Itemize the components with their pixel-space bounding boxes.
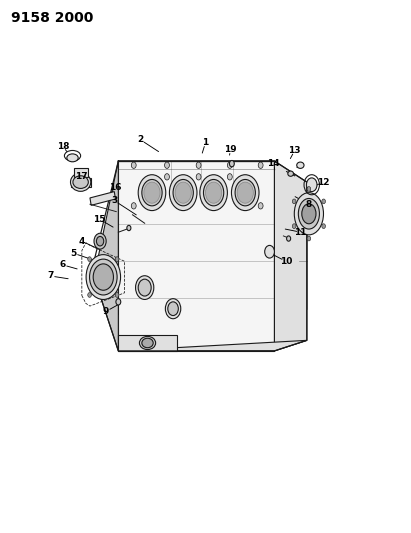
Text: 2: 2	[138, 135, 144, 144]
Ellipse shape	[67, 154, 78, 162]
Polygon shape	[74, 168, 88, 177]
Ellipse shape	[71, 173, 91, 191]
Ellipse shape	[298, 198, 319, 229]
Ellipse shape	[307, 236, 311, 241]
Ellipse shape	[93, 264, 113, 290]
Ellipse shape	[206, 182, 222, 203]
Polygon shape	[71, 178, 91, 188]
Ellipse shape	[297, 162, 304, 168]
Text: 19: 19	[224, 145, 237, 154]
Text: 17: 17	[76, 172, 88, 181]
Text: 5: 5	[71, 249, 77, 258]
Ellipse shape	[115, 293, 119, 297]
Ellipse shape	[292, 199, 296, 204]
Ellipse shape	[88, 293, 91, 297]
Ellipse shape	[165, 298, 181, 319]
Text: 13: 13	[289, 146, 301, 155]
Ellipse shape	[175, 182, 191, 203]
Polygon shape	[275, 161, 307, 351]
Ellipse shape	[127, 225, 131, 231]
Ellipse shape	[227, 162, 232, 168]
Ellipse shape	[258, 203, 263, 209]
Ellipse shape	[115, 257, 119, 262]
Text: 8: 8	[306, 200, 312, 209]
Ellipse shape	[144, 182, 160, 203]
Ellipse shape	[136, 276, 154, 300]
Text: 9158 2000: 9158 2000	[11, 11, 93, 25]
Polygon shape	[118, 161, 275, 351]
Ellipse shape	[97, 237, 104, 246]
Ellipse shape	[168, 302, 178, 316]
Text: 14: 14	[267, 159, 280, 168]
Ellipse shape	[288, 171, 293, 176]
Ellipse shape	[203, 180, 224, 206]
Polygon shape	[90, 191, 115, 205]
Ellipse shape	[94, 233, 106, 249]
Ellipse shape	[286, 236, 291, 241]
Text: 7: 7	[47, 271, 54, 280]
Ellipse shape	[88, 257, 91, 262]
Ellipse shape	[142, 180, 162, 206]
Text: 6: 6	[60, 261, 66, 269]
Ellipse shape	[164, 174, 169, 180]
Text: 10: 10	[279, 257, 292, 266]
Ellipse shape	[196, 162, 201, 168]
Ellipse shape	[196, 174, 201, 180]
Ellipse shape	[169, 175, 197, 211]
Polygon shape	[94, 161, 118, 351]
Text: 1: 1	[202, 138, 209, 147]
Ellipse shape	[86, 255, 120, 300]
Text: 15: 15	[93, 214, 106, 223]
Ellipse shape	[307, 187, 311, 191]
Ellipse shape	[131, 203, 136, 209]
Ellipse shape	[164, 162, 169, 168]
Text: 11: 11	[295, 228, 307, 237]
Ellipse shape	[200, 175, 227, 211]
Ellipse shape	[235, 180, 255, 206]
Ellipse shape	[138, 175, 166, 211]
Ellipse shape	[265, 245, 275, 258]
Ellipse shape	[138, 279, 151, 296]
Text: 12: 12	[317, 177, 329, 187]
Ellipse shape	[131, 162, 136, 168]
Ellipse shape	[231, 175, 259, 211]
Ellipse shape	[73, 176, 88, 189]
Ellipse shape	[292, 224, 296, 229]
Ellipse shape	[237, 182, 253, 203]
Ellipse shape	[302, 204, 316, 224]
Ellipse shape	[294, 192, 323, 235]
Polygon shape	[118, 341, 307, 351]
Polygon shape	[118, 335, 177, 351]
Ellipse shape	[142, 338, 153, 348]
Ellipse shape	[227, 174, 232, 180]
Ellipse shape	[258, 162, 263, 168]
Ellipse shape	[116, 298, 121, 305]
Ellipse shape	[90, 259, 117, 295]
Ellipse shape	[322, 224, 326, 229]
Text: 9: 9	[103, 307, 109, 316]
Polygon shape	[118, 161, 280, 166]
Ellipse shape	[322, 199, 326, 204]
Text: 18: 18	[57, 142, 69, 151]
Text: 4: 4	[79, 237, 85, 246]
Text: 3: 3	[111, 196, 118, 205]
Ellipse shape	[307, 178, 317, 191]
Ellipse shape	[173, 180, 193, 206]
Ellipse shape	[229, 160, 234, 167]
Text: 16: 16	[109, 183, 122, 192]
Ellipse shape	[139, 336, 156, 350]
